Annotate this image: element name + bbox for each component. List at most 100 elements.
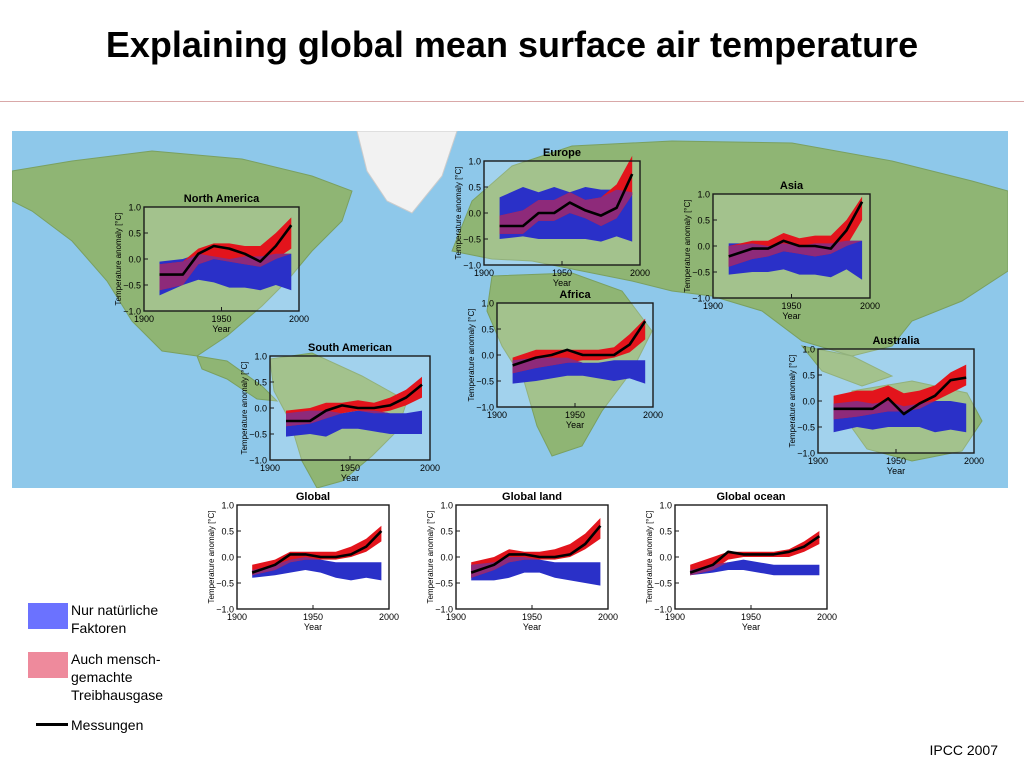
chart-north-america: −1.0 −0.5 0.0 0.5 1.0 1900 1950 2000 Year Tempera… bbox=[114, 193, 309, 334]
y-tick-label: 0.5 bbox=[659, 527, 672, 537]
x-tick-label: 1950 bbox=[886, 456, 906, 466]
observed-line bbox=[251, 530, 383, 574]
x-tick-label: 1900 bbox=[134, 314, 154, 324]
y-tick-label: 0.0 bbox=[468, 209, 481, 219]
y-tick-label: 0.5 bbox=[221, 527, 234, 537]
band-anthropogenic bbox=[690, 531, 820, 576]
legend-label-anthro: Auch mensch- gemachte Treibhausgase bbox=[71, 650, 163, 704]
chart-europe: −1.0 −0.5 0.0 0.5 1.0 1900 1950 2000 Year Tempera… bbox=[454, 147, 650, 288]
observed-line bbox=[159, 224, 293, 276]
band-overlap bbox=[252, 557, 382, 576]
y-tick-label: 0.5 bbox=[440, 527, 453, 537]
legend-anthro-line2: gemachte bbox=[71, 669, 133, 685]
chart-australia: −1.0 −0.5 0.0 0.5 1.0 1900 1950 2000 Year Tempera… bbox=[788, 335, 984, 476]
x-tick-label: 1950 bbox=[552, 268, 572, 278]
y-tick-label: 0.0 bbox=[254, 404, 267, 414]
chart-global-ocean: −1.0 −0.5 0.0 0.5 1.0 1900 1950 2000 Year Tempera… bbox=[645, 491, 837, 632]
x-tick-label: 1900 bbox=[260, 463, 280, 473]
legend-natural-line2: Faktoren bbox=[71, 620, 127, 636]
y-tick-label: −0.5 bbox=[797, 423, 815, 433]
y-tick-label: 0.0 bbox=[659, 553, 672, 563]
y-tick-label: 0.0 bbox=[802, 397, 815, 407]
chart-title: South American bbox=[308, 342, 392, 354]
landmass-greenland bbox=[356, 131, 458, 214]
x-tick-label: 1950 bbox=[303, 612, 323, 622]
x-axis-label: Year bbox=[782, 311, 800, 321]
legend-label-observed: Messungen bbox=[71, 717, 144, 733]
x-tick-label: 1900 bbox=[474, 268, 494, 278]
chart-global: −1.0 −0.5 0.0 0.5 1.0 1900 1950 2000 Year Tempera… bbox=[207, 491, 399, 632]
y-tick-label: −0.5 bbox=[249, 430, 267, 440]
observed-line bbox=[499, 173, 634, 228]
x-axis-label: Year bbox=[212, 324, 230, 334]
x-axis-label: Year bbox=[523, 622, 541, 632]
observed-line bbox=[833, 376, 967, 416]
y-tick-label: 0.0 bbox=[440, 553, 453, 563]
x-tick-label: 2000 bbox=[860, 301, 880, 311]
chart-south-american: −1.0 −0.5 0.0 0.5 1.0 1900 1950 2000 Year Tempera… bbox=[240, 342, 440, 483]
x-tick-label: 1950 bbox=[340, 463, 360, 473]
y-tick-label: −1.0 bbox=[797, 449, 815, 459]
x-tick-label: 2000 bbox=[289, 314, 309, 324]
y-tick-label: 1.0 bbox=[440, 501, 453, 511]
y-tick-label: 1.0 bbox=[802, 345, 815, 355]
y-tick-label: 0.5 bbox=[697, 216, 710, 226]
chart-africa: −1.0 −0.5 0.0 0.5 1.0 1900 1950 2000 Year Tempera… bbox=[467, 289, 663, 430]
y-tick-label: 0.5 bbox=[254, 378, 267, 388]
landmass-north-america bbox=[12, 150, 353, 357]
y-tick-label: −1.0 bbox=[476, 403, 494, 413]
chart-title: Africa bbox=[559, 289, 591, 301]
y-tick-label: 0.0 bbox=[697, 242, 710, 252]
x-axis-label: Year bbox=[553, 278, 571, 288]
legend-line-observed bbox=[36, 723, 68, 726]
x-tick-label: 1950 bbox=[565, 410, 585, 420]
y-axis-label: Temperature anomaly [°C] bbox=[240, 361, 249, 454]
legend-natural-line1: Nur natürliche bbox=[71, 602, 159, 618]
y-tick-label: −1.0 bbox=[249, 456, 267, 466]
chart-title: Global ocean bbox=[716, 491, 785, 503]
legend-swatch-anthro bbox=[28, 652, 68, 678]
observed-line bbox=[512, 320, 647, 367]
legend-anthro-line3: Treibhausgase bbox=[71, 687, 164, 703]
y-tick-label: −0.5 bbox=[692, 268, 710, 278]
y-tick-label: 0.5 bbox=[468, 183, 481, 193]
y-tick-label: 1.0 bbox=[468, 157, 481, 167]
y-tick-label: 1.0 bbox=[128, 203, 141, 213]
y-tick-label: −0.5 bbox=[435, 579, 453, 589]
band-overlap bbox=[512, 357, 646, 374]
y-axis-label: Temperature anomaly [°C] bbox=[683, 199, 692, 292]
landmass-central-america bbox=[196, 355, 279, 402]
chart-title: Europe bbox=[543, 147, 581, 159]
y-tick-label: 0.5 bbox=[481, 325, 494, 335]
x-tick-label: 1950 bbox=[522, 612, 542, 622]
legend-swatch-natural bbox=[28, 603, 68, 629]
chart-global-land: −1.0 −0.5 0.0 0.5 1.0 1900 1950 2000 Year Tempera… bbox=[426, 491, 618, 632]
band-overlap bbox=[690, 559, 820, 576]
chart-title: Global bbox=[296, 491, 330, 503]
x-tick-label: 2000 bbox=[643, 410, 663, 420]
x-axis-label: Year bbox=[304, 622, 322, 632]
x-tick-label: 2000 bbox=[420, 463, 440, 473]
x-tick-label: 2000 bbox=[630, 268, 650, 278]
y-tick-label: −1.0 bbox=[435, 605, 453, 615]
y-tick-label: 1.0 bbox=[659, 501, 672, 511]
x-tick-label: 1950 bbox=[781, 301, 801, 311]
y-axis-label: Temperature anomaly [°C] bbox=[426, 510, 435, 603]
band-overlap bbox=[499, 189, 633, 234]
x-tick-label: 1950 bbox=[741, 612, 761, 622]
x-axis-label: Year bbox=[887, 466, 905, 476]
title-divider bbox=[0, 101, 1024, 102]
y-tick-label: 1.0 bbox=[221, 501, 234, 511]
observed-line bbox=[286, 383, 423, 423]
legend-anthro-line1: Auch mensch- bbox=[71, 651, 161, 667]
y-tick-label: −1.0 bbox=[463, 261, 481, 271]
x-tick-label: 1900 bbox=[487, 410, 507, 420]
x-tick-label: 2000 bbox=[817, 612, 837, 622]
slide-title: Explaining global mean surface air tempe… bbox=[105, 24, 919, 65]
y-axis-label: Temperature anomaly [°C] bbox=[207, 510, 216, 603]
x-tick-label: 1900 bbox=[446, 612, 466, 622]
y-tick-label: −0.5 bbox=[123, 281, 141, 291]
source-credit: IPCC 2007 bbox=[929, 742, 998, 758]
chart-title: Australia bbox=[872, 335, 920, 347]
